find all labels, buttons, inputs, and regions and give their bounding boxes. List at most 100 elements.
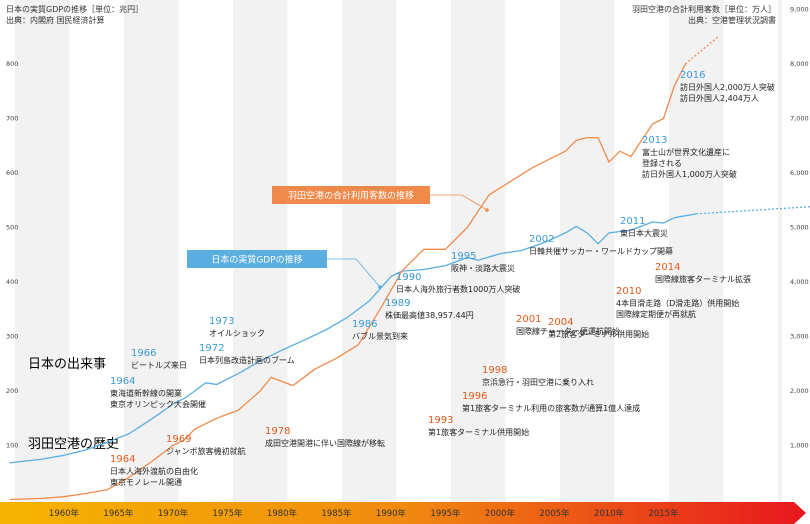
x-tick-label: 1960年 (49, 508, 80, 519)
projection-line (696, 206, 810, 215)
japan-event-year: 1973 (209, 316, 234, 327)
year-band (723, 0, 778, 502)
x-tick-label: 2010年 (594, 508, 625, 519)
right-tick-label: 7,000 (790, 115, 809, 123)
year-band (614, 0, 669, 502)
left-tick-label: 400 (6, 278, 18, 286)
year-band (341, 0, 397, 502)
x-tick-label: 1980年 (267, 508, 298, 519)
gdp-callout-label: 日本の実質GDPの推移 (211, 254, 302, 266)
left-tick-label: 300 (6, 333, 18, 341)
left-axis-ticks: 100 200 300 400 500 600 700 800 (6, 60, 18, 450)
year-band (668, 0, 724, 502)
haneda-event-year: 2010 (616, 286, 641, 297)
right-axis-title: 羽田空港の合計利用客数［単位：万人］ (632, 4, 776, 14)
year-band (777, 0, 782, 502)
haneda-event-year: 2014 (655, 262, 680, 273)
haneda-event-year: 1969 (166, 434, 191, 445)
right-tick-label: 5,000 (790, 224, 809, 232)
haneda-event-text: 国際線定期便が再就航 (616, 309, 696, 319)
japan-event-year: 1986 (352, 319, 377, 330)
japan-event-year: 1964 (110, 376, 135, 387)
japan-event-text: 日本人海外旅行者数1000万人突破 (396, 284, 520, 294)
gdp-callout-box (187, 250, 327, 268)
x-tick-label: 1970年 (158, 508, 189, 519)
x-tick-label: 1990年 (376, 508, 407, 519)
haneda-event-text: 国際線旅客ターミナル拡張 (655, 274, 751, 284)
haneda-history-label: 羽田空港の歴史 (28, 437, 119, 452)
year-band (396, 0, 451, 502)
haneda-callout-label: 羽田空港の合計利用客数の推移 (288, 190, 414, 202)
japan-events-label: 日本の出来事 (28, 357, 106, 372)
haneda-event-year: 1998 (482, 365, 507, 376)
haneda-event-text: 成田空港開港に伴い国際線が移転 (265, 438, 385, 448)
left-tick-label: 600 (6, 169, 18, 177)
japan-event-year: 1989 (385, 298, 410, 309)
japan-event-year: 2011 (620, 216, 645, 227)
japan-event-year: 1995 (451, 251, 476, 262)
japan-event-text: オイルショック (209, 329, 265, 338)
japan-event-text: 阪神・淡路大震災 (451, 263, 515, 273)
japan-event-text: 日本列島改造計画のブーム (199, 355, 295, 365)
japan-event-text: 訪日外国人2,404万人 (680, 93, 759, 103)
japan-event-text: 東日本大震災 (620, 228, 668, 238)
japan-event-year: 2016 (680, 70, 705, 81)
left-axis-source: 出典：内閣府 国民経済計算 (6, 15, 105, 25)
projection-line (684, 36, 719, 65)
japan-event-year: 2013 (642, 135, 667, 146)
japan-event-year: 2002 (529, 234, 554, 245)
haneda-event-text: 4本目滑走路（D滑走路）供用開始 (616, 298, 739, 308)
japan-event-text: 東京オリンピック大会開催 (110, 399, 206, 409)
japan-event-text: バブル景気到来 (352, 331, 408, 341)
haneda-event-year: 2004 (548, 317, 573, 328)
japan-event-text: ビートルズ来日 (131, 360, 187, 370)
haneda-event-text: 京浜急行・羽田空港に乗り入れ (482, 377, 594, 387)
left-axis-title: 日本の実質GDPの推移［単位：兆円］ (6, 4, 143, 14)
year-band (14, 0, 70, 502)
x-tick-label: 1965年 (103, 508, 134, 519)
haneda-event-text: 第1旅客ターミナル供用開始 (428, 427, 529, 437)
japan-event-text: 訪日外国人2,000万人突破 (680, 82, 775, 92)
haneda-line (9, 63, 686, 501)
right-tick-label: 1,000 (790, 442, 809, 450)
x-tick-label: 1975年 (212, 508, 243, 519)
x-tick-label: 2015年 (648, 508, 679, 519)
right-tick-label: 4,000 (790, 278, 809, 286)
japan-event-text: 日韓共催サッカー・ワールドカップ開幕 (529, 246, 673, 256)
right-tick-label: 3,000 (790, 333, 809, 341)
right-tick-label: 9,000 (790, 6, 809, 14)
x-tick-label: 1985年 (321, 508, 352, 519)
japan-event-text: 富士山が世界文化遺産に (642, 147, 730, 157)
right-tick-label: 6,000 (790, 169, 809, 177)
event-annotations: 1964東海道新幹線の開業東京オリンピック大会開催1966ビートルズ来日1972… (110, 70, 775, 487)
gdp-callout-leader (327, 258, 381, 288)
x-tick-label: 2000年 (485, 508, 516, 519)
right-axis-ticks: 1,000 2,000 3,000 4,000 5,000 6,000 7,000 8,000… (790, 6, 809, 450)
x-axis-ticks: 1960年 1965年 1970年 1975年 1980年 1985年 1990年 1995年… (49, 508, 679, 519)
japan-event-year: 1966 (131, 348, 156, 359)
timeline-bar (0, 502, 806, 524)
japan-event-text: 東海道新幹線の開業 (110, 388, 182, 398)
haneda-callout-box (272, 186, 430, 204)
left-tick-label: 100 (6, 442, 18, 450)
haneda-event-year: 1964 (110, 454, 135, 465)
year-band (123, 0, 179, 502)
haneda-event-year: 1993 (428, 415, 453, 426)
haneda-event-text: 第1旅客ターミナル利用の旅客数が通算1億人達成 (462, 403, 640, 413)
japan-event-text: 株価最高値38,957.44円 (385, 310, 474, 320)
right-axis-source: 出典：空港管理状況調書 (688, 15, 776, 25)
series-lines (9, 36, 810, 501)
x-tick-label: 1995年 (430, 508, 461, 519)
left-tick-label: 800 (6, 60, 18, 68)
haneda-callout-leader (430, 194, 488, 211)
left-tick-label: 700 (6, 115, 18, 123)
haneda-event-year: 1978 (265, 426, 290, 437)
left-tick-label: 500 (6, 224, 18, 232)
haneda-event-text: 国際線チャーター便運航開始 (516, 326, 620, 336)
japan-event-text: 訪日外国人1,000万人突破 (642, 169, 737, 179)
left-tick-label: 200 (6, 387, 18, 395)
haneda-event-text: 第2旅客ターミナル供用開始 (548, 329, 649, 339)
year-band (559, 0, 615, 502)
